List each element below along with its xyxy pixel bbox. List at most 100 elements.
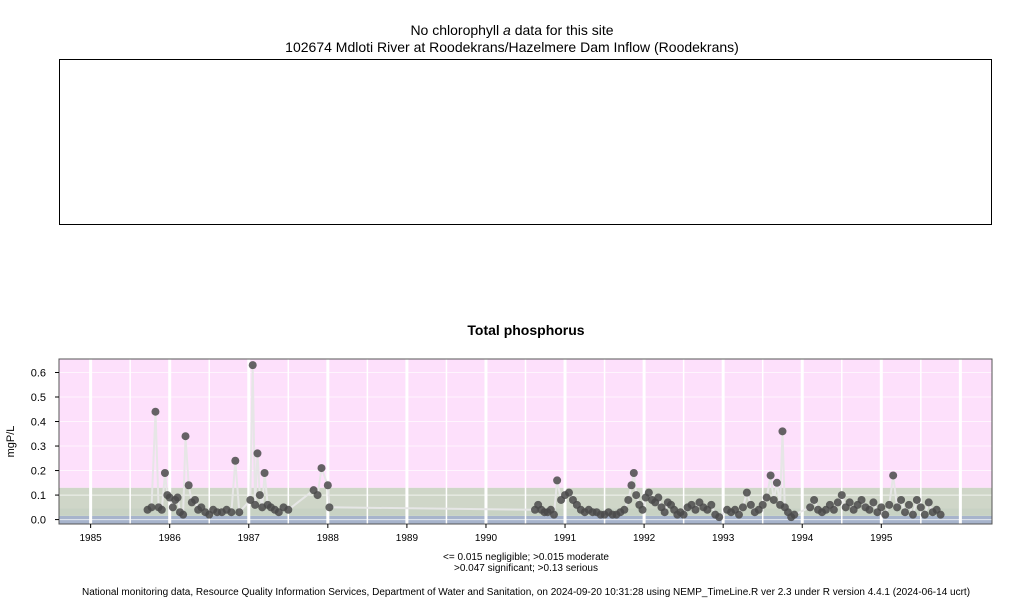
data-point — [901, 508, 910, 517]
data-point — [806, 503, 815, 512]
empty-chlorophyll-panel — [59, 59, 992, 225]
data-point — [769, 495, 778, 504]
data-point — [147, 503, 156, 512]
data-point — [857, 495, 866, 504]
data-point — [916, 503, 925, 512]
data-point — [564, 488, 573, 497]
x-tick-label: 1992 — [633, 533, 656, 544]
data-point — [833, 498, 842, 507]
data-point — [325, 503, 334, 512]
data-point — [893, 503, 902, 512]
data-point — [157, 505, 166, 514]
data-point — [184, 481, 193, 490]
data-point — [845, 498, 854, 507]
data-point — [869, 498, 878, 507]
data-point — [632, 491, 641, 500]
data-point — [253, 449, 262, 458]
data-point — [908, 510, 917, 519]
data-point — [778, 427, 787, 436]
x-tick-label: 1987 — [238, 533, 261, 544]
y-tick-label: 0.0 — [31, 515, 46, 527]
data-point — [889, 471, 898, 480]
x-tick-label: 1993 — [712, 533, 735, 544]
data-point — [924, 498, 933, 507]
data-point — [644, 488, 653, 497]
data-point — [660, 508, 669, 517]
data-point — [173, 493, 182, 502]
data-point — [897, 495, 906, 504]
x-tick-label: 1991 — [554, 533, 577, 544]
data-point — [168, 503, 177, 512]
legend-line-2: >0.047 significant; >0.13 serious — [454, 563, 598, 574]
data-point — [629, 469, 638, 478]
x-tick-label: 1990 — [475, 533, 498, 544]
data-point — [829, 505, 838, 514]
data-point — [766, 471, 775, 480]
y-tick-label: 0.2 — [31, 466, 46, 478]
data-point — [936, 510, 945, 519]
data-point — [877, 503, 886, 512]
y-tick-label: 0.4 — [31, 417, 46, 429]
y-tick-label: 0.1 — [31, 490, 46, 502]
data-point — [251, 500, 260, 509]
data-point — [627, 481, 636, 490]
data-point — [248, 361, 257, 370]
x-tick-label: 1994 — [791, 533, 814, 544]
y-tick-label: 0.6 — [31, 367, 46, 379]
data-point — [920, 510, 929, 519]
x-tick-label: 1989 — [396, 533, 419, 544]
data-point — [620, 505, 629, 514]
data-point — [772, 478, 781, 487]
data-point — [181, 432, 190, 441]
no-data-suffix: data for this site — [514, 22, 614, 38]
x-tick-label: 1995 — [870, 533, 893, 544]
data-point — [837, 491, 846, 500]
data-point — [549, 510, 558, 519]
data-point — [762, 493, 771, 502]
data-point — [734, 510, 743, 519]
site-title: 102674 Mdloti River at Roodekrans/Hazelm… — [285, 39, 739, 55]
data-point — [151, 407, 160, 416]
data-point — [179, 510, 188, 519]
chart-title: Total phosphorus — [467, 322, 585, 338]
y-axis-label: mgP/L — [5, 426, 17, 458]
x-tick-label: 1986 — [159, 533, 182, 544]
footer-credit: National monitoring data, Resource Quali… — [81, 587, 971, 598]
x-tick-label: 1988 — [317, 533, 340, 544]
plot-frame — [58, 358, 993, 525]
data-point — [323, 481, 332, 490]
data-point — [654, 493, 663, 502]
data-point — [679, 510, 688, 519]
data-point — [715, 513, 724, 522]
data-point — [865, 505, 874, 514]
data-point — [190, 495, 199, 504]
data-point — [235, 508, 244, 517]
data-point — [738, 503, 747, 512]
data-point — [284, 505, 293, 514]
data-point — [227, 508, 236, 517]
data-point — [758, 500, 767, 509]
no-data-prefix: No chlorophyll — [410, 22, 500, 38]
data-point — [885, 500, 894, 509]
y-tick-label: 0.3 — [31, 441, 46, 453]
data-point — [810, 495, 819, 504]
data-point — [912, 495, 921, 504]
y-tick-label: 0.5 — [31, 392, 46, 404]
data-point — [707, 500, 716, 509]
data-point — [313, 491, 322, 500]
legend-line-1: <= 0.015 negligible; >0.015 moderate — [443, 552, 609, 563]
data-point — [317, 464, 326, 473]
data-point — [231, 456, 240, 465]
x-tick-label: 1985 — [80, 533, 103, 544]
data-point — [553, 476, 562, 485]
no-data-italic: a — [503, 22, 511, 38]
data-point — [255, 491, 264, 500]
data-point — [881, 510, 890, 519]
no-data-title: No chlorophyll a data for this site — [0, 22, 1024, 38]
phosphorus-chart: 0.0 0.1 0.2 0.3 0.4 0.5 0.6 1985 1986 1987 1988 198… — [5, 358, 993, 544]
data-point — [160, 469, 169, 478]
data-point — [624, 495, 633, 504]
data-point — [260, 469, 269, 478]
data-point — [904, 500, 913, 509]
data-point — [742, 488, 751, 497]
